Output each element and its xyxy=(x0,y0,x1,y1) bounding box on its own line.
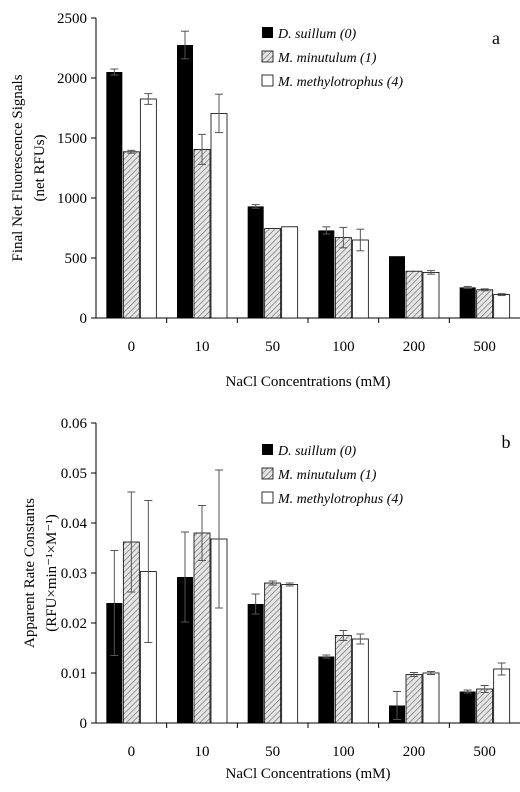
bar xyxy=(405,674,423,724)
bar xyxy=(389,256,405,318)
bar xyxy=(106,72,123,318)
x-tick-label: 50 xyxy=(265,744,280,760)
bar xyxy=(318,656,335,723)
bar xyxy=(210,113,228,319)
bar xyxy=(264,582,282,724)
bar xyxy=(493,668,511,724)
bar xyxy=(122,151,140,319)
legend-swatch xyxy=(261,491,274,504)
y-tick-label: 0.03 xyxy=(61,566,87,582)
bar xyxy=(476,688,494,724)
panel-letter: b xyxy=(502,432,511,452)
y-tick-label: 0.04 xyxy=(61,516,88,532)
legend-swatch xyxy=(261,50,274,63)
x-tick-label: 500 xyxy=(473,744,496,760)
bar xyxy=(247,206,264,318)
x-tick-label: 500 xyxy=(473,339,496,355)
x-tick-label: 10 xyxy=(195,339,210,355)
y-tick-label: 500 xyxy=(65,251,88,267)
x-tick-label: 50 xyxy=(265,339,280,355)
bar xyxy=(351,239,369,319)
bar xyxy=(106,603,123,723)
bar xyxy=(422,672,440,724)
bar xyxy=(493,294,511,319)
panel-letter: a xyxy=(492,28,500,48)
legend-label: M. minutulum (1) xyxy=(277,468,377,483)
x-tick-label: 200 xyxy=(403,339,426,355)
bar xyxy=(459,691,476,723)
bar xyxy=(193,148,211,319)
legend-swatch xyxy=(262,444,273,455)
y-tick-label: 0 xyxy=(80,311,88,327)
y-axis-title-line-2: (net RFUs) xyxy=(32,134,48,201)
bar xyxy=(281,584,299,724)
x-tick-label: 0 xyxy=(128,744,136,760)
panel-a: 0 500 1000 1500 2000 2500 0 10 50 100 200 500 NaCl C… xyxy=(10,11,520,390)
y-axis-title-line-1: Final Net Fluorescence Signals xyxy=(10,74,26,261)
y-tick-label: 1000 xyxy=(57,191,87,207)
legend-swatch xyxy=(261,74,274,87)
y-tick-label: 1500 xyxy=(57,131,87,147)
legend-swatch xyxy=(261,467,274,480)
legend: D. suillum (0) M. minutulum (1) M. methylo… xyxy=(261,444,403,507)
bar xyxy=(264,228,282,319)
legend-label: M. methylotrophus (4) xyxy=(277,75,403,90)
legend-label: D. suillum (0) xyxy=(277,27,357,42)
y-tick-label: 0.05 xyxy=(61,466,87,482)
bar xyxy=(193,532,211,724)
bar xyxy=(476,289,494,319)
legend-swatch xyxy=(262,27,273,38)
x-axis-title: NaCl Concentrations (mM) xyxy=(226,374,391,390)
bar xyxy=(405,270,423,319)
x-tick-label: 100 xyxy=(332,744,355,760)
bar xyxy=(318,230,335,318)
y-axis-title-line-1: Apparent Rate Constants xyxy=(22,498,38,648)
legend-label: D. suillum (0) xyxy=(277,444,357,459)
y-tick-label: 2500 xyxy=(57,11,87,27)
legend-label: M. methylotrophus (4) xyxy=(277,492,403,507)
x-tick-label: 200 xyxy=(403,744,426,760)
y-tick-label: 0.06 xyxy=(61,416,88,432)
y-axis-title-line-2: (RFU×min⁻¹×M⁻¹) xyxy=(44,514,60,632)
x-tick-label: 10 xyxy=(195,744,210,760)
panel-b: 0 0.01 0.02 0.03 0.04 0.05 0.06 0 10 50 100 200 500 N… xyxy=(22,416,520,782)
y-tick-label: 0.01 xyxy=(61,666,87,682)
bar xyxy=(351,638,369,724)
y-tick-label: 0.02 xyxy=(61,616,87,632)
bar xyxy=(459,287,476,318)
bar xyxy=(422,271,440,319)
y-tick-label: 0 xyxy=(80,716,88,732)
y-tick-label: 2000 xyxy=(57,71,87,87)
bar xyxy=(334,635,352,724)
x-axis-title: NaCl Concentrations (mM) xyxy=(226,766,391,782)
legend: D. suillum (0) M. minutulum (1) M. methylo… xyxy=(261,27,403,90)
bar xyxy=(334,237,352,319)
bar xyxy=(281,226,299,319)
bar xyxy=(177,45,193,318)
x-tick-label: 100 xyxy=(332,339,355,355)
bar xyxy=(177,577,193,723)
bar xyxy=(247,604,264,723)
legend-label: M. minutulum (1) xyxy=(277,51,377,66)
x-tick-label: 0 xyxy=(128,339,136,355)
bar xyxy=(139,98,157,319)
